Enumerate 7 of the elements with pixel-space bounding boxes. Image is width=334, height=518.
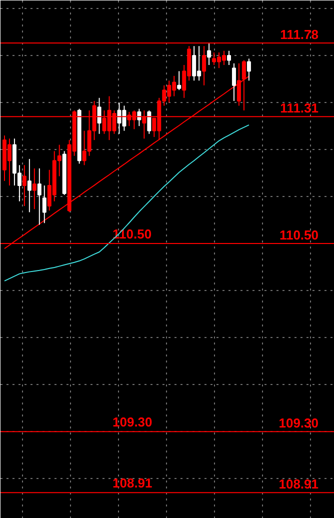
annotation: 108.91 — [278, 476, 319, 492]
annotation: 111.31 — [280, 100, 318, 116]
annotation: 109.30 — [278, 416, 319, 431]
annotation: 108.91 — [112, 476, 152, 491]
annotation: 111.78 — [280, 26, 318, 42]
annotation: 110.50 — [279, 227, 318, 242]
annotation: 109.30 — [112, 414, 152, 430]
